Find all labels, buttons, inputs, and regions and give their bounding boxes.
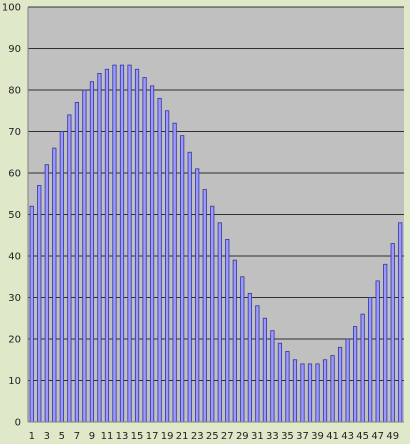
bar [44, 164, 49, 423]
bar [277, 342, 283, 423]
bar [337, 346, 343, 423]
bar [345, 338, 350, 423]
x-tick-label: 41 [326, 431, 339, 442]
bar [187, 151, 192, 423]
bar [315, 363, 320, 423]
bar [142, 77, 147, 423]
bar [112, 64, 117, 423]
bar [127, 64, 132, 423]
bar [240, 276, 245, 423]
bar [67, 114, 72, 423]
x-tick-label: 21 [176, 431, 189, 442]
bar [195, 168, 200, 423]
y-tick-label: 70 [8, 127, 21, 138]
bar [368, 297, 373, 423]
x-tick-label: 1 [29, 431, 35, 442]
y-tick-label: 80 [8, 86, 21, 97]
y-tick-label: 100 [2, 3, 21, 14]
bar [29, 205, 34, 423]
bar [210, 205, 215, 423]
x-tick-label: 9 [89, 431, 95, 442]
x-tick-label: 33 [266, 431, 279, 442]
x-tick-label: 35 [281, 431, 294, 442]
bar [52, 147, 57, 423]
bar [307, 363, 313, 423]
x-tick-label: 19 [161, 431, 174, 442]
x-tick-label: 47 [371, 431, 384, 442]
y-tick-label: 40 [8, 252, 21, 263]
x-tick-label: 15 [131, 431, 144, 442]
x-tick-label: 17 [146, 431, 159, 442]
bar [330, 355, 335, 423]
bar [104, 68, 110, 423]
bar [89, 81, 95, 423]
x-tick-label: 39 [311, 431, 324, 442]
x-tick-label: 3 [44, 431, 50, 442]
bar [202, 189, 207, 423]
bar [180, 135, 185, 423]
bar [165, 110, 170, 423]
bar [300, 363, 305, 423]
x-tick-label: 29 [236, 431, 249, 442]
x-tick-label: 25 [206, 431, 219, 442]
bar [360, 313, 365, 423]
bar [119, 64, 125, 423]
bar [383, 263, 388, 423]
x-tick-label: 11 [101, 431, 114, 442]
y-tick-label: 10 [8, 376, 21, 387]
x-tick-label: 7 [74, 431, 80, 442]
bar [285, 351, 290, 423]
bar [37, 185, 42, 423]
bar [225, 238, 230, 423]
x-tick-label: 31 [251, 431, 264, 442]
bar [74, 102, 79, 423]
bar [232, 259, 237, 423]
x-tick-label: 37 [296, 431, 309, 442]
bar [270, 330, 275, 423]
x-tick-label: 49 [386, 431, 399, 442]
x-tick-label: 23 [191, 431, 204, 442]
y-tick-label: 60 [8, 169, 21, 180]
bar [292, 359, 298, 423]
bar [398, 222, 403, 423]
bar [82, 89, 87, 423]
x-tick-label: 43 [341, 431, 354, 442]
bar [247, 292, 252, 423]
bar [322, 359, 328, 423]
bar [353, 326, 358, 423]
bar [375, 280, 380, 423]
y-tick-label: 20 [8, 335, 21, 346]
bar [390, 243, 395, 423]
bar [97, 73, 102, 423]
bar [59, 131, 64, 423]
x-tick-label: 45 [356, 431, 369, 442]
bar [134, 68, 140, 423]
y-tick-label: 30 [8, 293, 21, 304]
bar [172, 122, 177, 423]
bar [157, 97, 162, 423]
y-tick-label: 0 [15, 418, 21, 429]
bar [217, 222, 222, 423]
x-tick-label: 5 [59, 431, 65, 442]
y-axis-ticks: 0 10 20 30 40 50 60 70 80 90 100 [2, 3, 21, 429]
x-tick-label: 27 [221, 431, 234, 442]
bar [149, 85, 155, 423]
x-tick-label: 13 [116, 431, 129, 442]
bar [255, 305, 260, 423]
x-axis-ticks: 1 3 5 7 9 11 13 15 17 19 21 23 25 27 29 31 33 35 37 39 41 43 4… [29, 431, 400, 442]
bar [262, 317, 267, 423]
y-tick-label: 90 [8, 44, 21, 55]
y-tick-label: 50 [8, 210, 21, 221]
